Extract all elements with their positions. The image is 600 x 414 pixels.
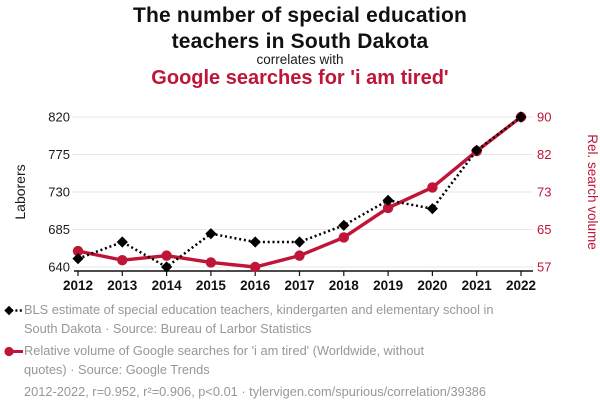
red-series-point-2013: [117, 254, 128, 266]
black-series-point-2015: [205, 228, 217, 240]
x-axis-tick-label: 2012: [63, 278, 93, 293]
chart-subtitle: Google searches for 'i am tired': [151, 67, 449, 89]
legend-item-teachers-label: BLS estimate of special education teache…: [24, 302, 494, 336]
x-axis-tick-label: 2013: [107, 278, 138, 293]
black-series-point-2016: [249, 236, 261, 248]
red-series-point-2016: [250, 261, 261, 273]
red-series-point-2019: [382, 202, 394, 214]
legend-item-searches-label: Relative volume of Google searches for '…: [24, 343, 425, 377]
x-axis-tick-label: 2022: [506, 278, 536, 293]
black-series-point-2020: [426, 203, 438, 215]
left-axis-tick-label: 820: [48, 110, 70, 125]
x-axis-tick-label: 2019: [373, 278, 403, 293]
left-axis-tick-label: 775: [48, 147, 70, 162]
x-axis-tick-label: 2018: [329, 278, 360, 293]
legend: BLS estimate of special education teache…: [4, 301, 584, 402]
stats-footer: 2012-2022, r=0.952, r²=0.906, p<0.01 · t…: [24, 384, 487, 399]
x-axis-tick-label: 2021: [462, 278, 493, 293]
black-series-point-2019: [382, 194, 394, 206]
black-series-point-2017: [293, 236, 306, 248]
black-series-legend-marker: [4, 301, 24, 322]
right-axis-tick-label: 57: [537, 260, 551, 275]
right-axis-title: Rel. search volume: [585, 134, 600, 250]
red-series-point-2020: [427, 182, 438, 193]
right-axis-tick-label: 90: [537, 110, 551, 125]
black-series-point-2012: [72, 253, 84, 265]
right-axis-tick-label: 65: [537, 222, 551, 237]
chart-connector-text: correlates with: [256, 52, 344, 67]
left-axis-tick-label: 730: [48, 185, 70, 200]
x-axis-tick-label: 2020: [417, 278, 447, 293]
legend-item-searches: Relative volume of Google searches for '…: [4, 342, 584, 379]
red-series-point-2015: [205, 257, 217, 268]
black-series-point-2021: [471, 144, 483, 156]
right-axis-tick-label: 73: [537, 185, 551, 200]
chart-title: The number of special education teachers…: [132, 4, 468, 53]
red-series-point-2018: [338, 232, 349, 243]
left-axis-tick-label: 640: [48, 260, 70, 275]
black-series-point-2018: [338, 219, 350, 231]
right-axis-tick-label: 82: [537, 147, 551, 162]
red-series-point-2017: [294, 250, 305, 261]
red-series-legend-marker: [4, 342, 24, 363]
x-axis-tick-label: 2017: [284, 278, 314, 293]
chart-area: 640 57 685 65 730 73 775 82 820 90 2012 2013 2014 201…: [12, 110, 600, 294]
legend-item-teachers: BLS estimate of special education teache…: [4, 301, 584, 338]
x-axis-tick-label: 2016: [240, 278, 271, 293]
left-axis-title: Laborers: [12, 164, 28, 219]
red-series-point-2012: [72, 245, 84, 257]
x-axis-tick-label: 2015: [196, 278, 227, 293]
black-series-point-2013: [116, 236, 128, 248]
red-series-point-2014: [161, 250, 172, 261]
left-axis-tick-label: 685: [48, 222, 70, 237]
x-axis-tick-label: 2014: [152, 278, 183, 293]
black-series-point-2014: [161, 261, 173, 273]
